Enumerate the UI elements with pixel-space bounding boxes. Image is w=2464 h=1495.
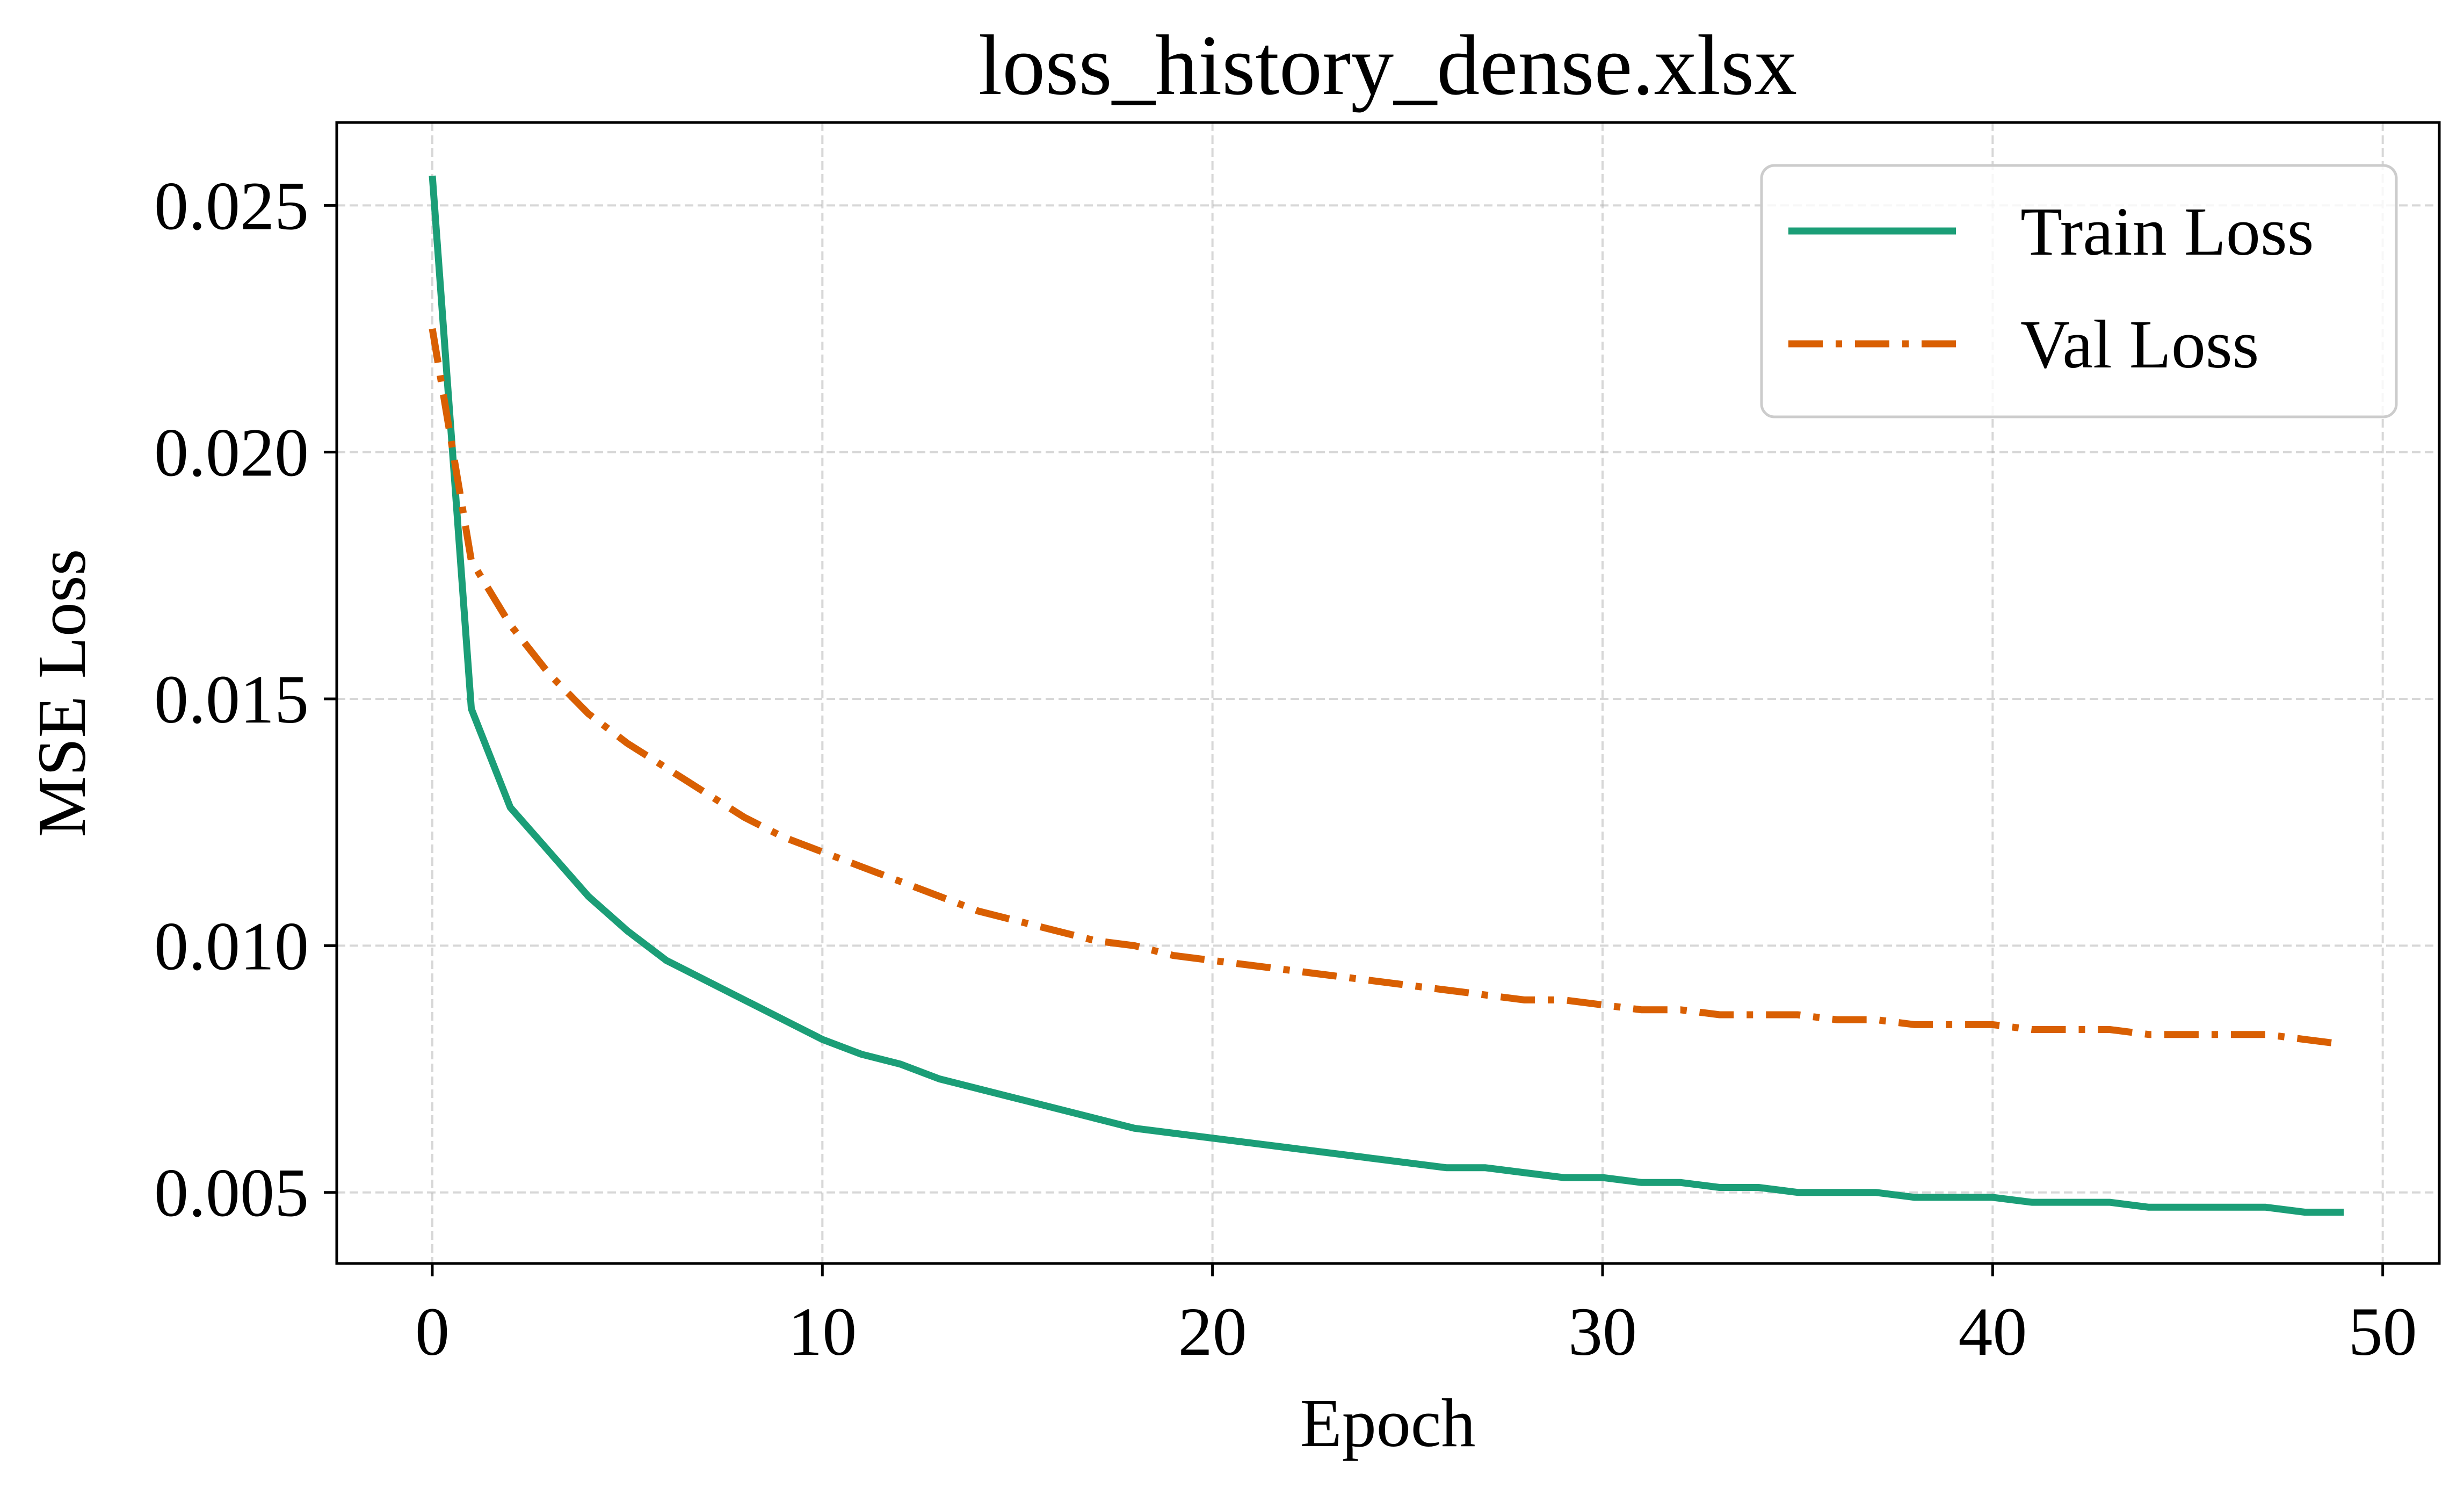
y-tick-label: 0.020 [154, 415, 309, 491]
x-tick-label: 40 [1958, 1294, 2027, 1370]
x-tick-label: 10 [788, 1294, 857, 1370]
chart-title: loss_history_dense.xlsx [979, 17, 1797, 113]
y-tick-label: 0.005 [154, 1155, 309, 1231]
x-tick-label: 0 [415, 1294, 450, 1370]
legend-train-loss-label: Train Loss [2020, 193, 2314, 270]
x-axis-label: Epoch [1300, 1385, 1476, 1461]
grid-layer [337, 122, 2439, 1263]
y-tick-label: 0.015 [154, 661, 309, 738]
val-loss-line [429, 328, 2344, 1048]
y-tick-label: 0.010 [154, 908, 309, 984]
y-tick-label: 0.025 [154, 168, 309, 244]
train-loss-line [429, 175, 2344, 1216]
plot-frame [335, 121, 2441, 1265]
series-layer [429, 175, 2344, 1216]
x-tick-label: 50 [2349, 1294, 2417, 1370]
x-tick-label: 20 [1178, 1294, 1247, 1370]
y-axis-label: MSE Loss [24, 549, 100, 837]
tick-layer: 0 10 20 30 40 50 0.005 0.010 0.015 0.020 0.025 [154, 168, 2417, 1370]
legend: Train Loss Val Loss [1760, 164, 2398, 418]
x-tick-label: 30 [1568, 1294, 1637, 1370]
legend-val-loss-label: Val Loss [2020, 306, 2259, 382]
